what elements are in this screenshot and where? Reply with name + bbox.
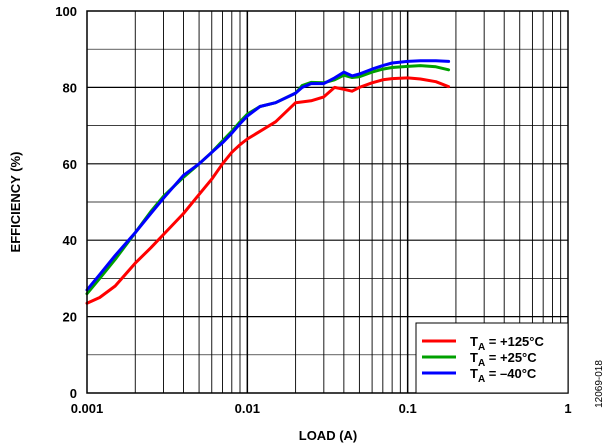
figure-id: 12069-018 [594, 360, 605, 408]
legend-label: TA = –40°C [470, 366, 537, 385]
x-tick-label: 1 [564, 401, 571, 416]
legend-label: TA = +25°C [470, 350, 537, 369]
x-axis-label: LOAD (A) [299, 428, 358, 443]
x-tick-label: 0.01 [235, 401, 260, 416]
x-tick-label: 0.001 [71, 401, 104, 416]
series-line-0 [85, 76, 451, 305]
y-tick-label: 40 [63, 233, 77, 248]
y-tick-label: 60 [63, 157, 77, 172]
x-tick-label: 0.1 [399, 401, 417, 416]
legend: TA = +125°CTA = +25°CTA = –40°C [415, 322, 569, 394]
legend-label: TA = +125°C [470, 334, 544, 353]
y-tick-label: 80 [63, 80, 77, 95]
series-line-2 [85, 59, 451, 292]
plot-frame [86, 10, 569, 394]
y-tick-label: 100 [55, 4, 77, 19]
y-tick-label: 0 [70, 386, 77, 401]
series-line-1 [85, 64, 451, 296]
y-tick-labels: 0 20 40 60 80 100 [55, 4, 77, 401]
y-tick-label: 20 [63, 310, 77, 325]
y-axis-label: EFFICIENCY (%) [8, 152, 23, 253]
series-layer [85, 59, 451, 305]
x-tick-labels: 0.001 0.01 0.1 1 [71, 401, 572, 416]
